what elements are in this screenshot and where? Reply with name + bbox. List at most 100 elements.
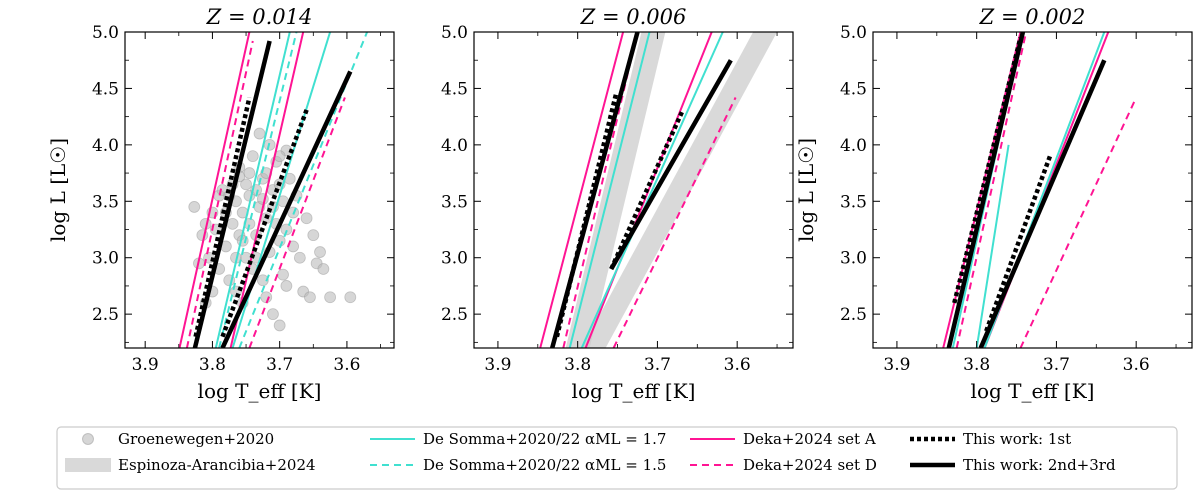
x-tick-label: 3.9: [484, 355, 511, 375]
x-tick-label: 3.7: [644, 355, 671, 375]
series-line: [193, 97, 252, 338]
legend-entry: Groenewegen+2020: [82, 430, 274, 448]
series-line: [568, 32, 651, 348]
series-line: [975, 144, 1010, 348]
series-line: [218, 32, 298, 348]
series-line: [539, 32, 625, 348]
series-line: [580, 32, 724, 348]
panel-title: Z = 0.002: [979, 5, 1086, 29]
x-tick-label: 3.8: [963, 355, 990, 375]
y-tick-label: 3.5: [441, 192, 468, 212]
legend-label: Deka+2024 set A: [743, 430, 876, 448]
y-axis-label: log L [L☉]: [794, 138, 818, 242]
x-tick-label: 3.9: [883, 355, 910, 375]
series-line: [612, 97, 737, 348]
series-line: [192, 40, 272, 348]
y-tick-label: 4.5: [840, 79, 867, 99]
scatter-point: [280, 223, 293, 236]
legend-label: Groenewegen+2020: [118, 430, 274, 448]
scatter-point: [317, 263, 330, 275]
series-line: [229, 32, 305, 348]
series-line: [185, 40, 254, 348]
axes-frame: [124, 31, 395, 349]
y-tick-label: 2.5: [840, 305, 867, 325]
panel-1: 3.9 3.8 3.7 3.6 2.5 3.0 3.5 4.0 4.5 5.0 Z = 0.014 l…: [46, 5, 395, 403]
panels: 3.9 3.8 3.7 3.6 2.5 3.0 3.5 4.0 4.5 5.0 Z = 0.014 l…: [46, 5, 1193, 403]
series-line: [214, 32, 291, 348]
legend-swatch: [82, 433, 94, 445]
scatter-point: [188, 201, 201, 213]
scatter-point: [307, 229, 320, 242]
series-line: [984, 155, 1053, 332]
x-tick-label: 3.6: [1123, 355, 1150, 375]
y-tick-label: 2.5: [92, 305, 119, 325]
y-tick-label: 4.0: [840, 136, 867, 156]
panel-title: Z = 0.014: [206, 5, 313, 29]
series-line: [946, 32, 1026, 348]
y-axis-label: log L [L☉]: [46, 138, 70, 242]
y-tick-label: 3.0: [441, 249, 468, 269]
scatter-point: [300, 212, 313, 225]
x-axis-label: log T_eff [K]: [198, 379, 322, 403]
legend: Groenewegen+2020 Espinoza-Arancibia+2024 D…: [56, 426, 1178, 490]
scatter-point: [243, 167, 256, 179]
legend-entry: Espinoza-Arancibia+2024: [65, 456, 316, 474]
legend-label: This work: 1st: [963, 430, 1071, 448]
x-tick-label: 3.8: [199, 355, 226, 375]
legend-entry: This work: 1st: [910, 430, 1071, 448]
plot-area: [539, 32, 778, 348]
scatter-point: [314, 246, 326, 258]
y-tick-label: 3.5: [92, 192, 119, 212]
scatter-point: [277, 268, 289, 281]
scatter-point: [246, 150, 259, 163]
scatter-point: [240, 178, 252, 191]
y-tick-label: 4.0: [441, 136, 468, 156]
scatter-point: [256, 274, 269, 287]
y-tick-label: 5.0: [441, 23, 468, 43]
scatter-point: [273, 319, 286, 332]
series-line: [220, 109, 309, 338]
panel-2: 3.9 3.8 3.7 3.6 2.5 3.0 3.5 4.0 4.5 5.0 Z = 0.006 l…: [441, 5, 794, 403]
scatter-point: [344, 291, 357, 304]
panel-3: 3.9 3.8 3.7 3.6 2.5 3.0 3.5 4.0 4.5 5.0 Z = 0.002 l…: [794, 5, 1193, 403]
series-line: [1019, 97, 1138, 348]
scatter-point: [324, 291, 337, 304]
scatter-point: [293, 251, 306, 264]
legend-entry: De Somma+2020/22 αML = 1.5: [370, 456, 666, 474]
series-line: [609, 108, 685, 270]
x-axis-label: log T_eff [K]: [572, 379, 696, 403]
y-tick-label: 4.5: [441, 79, 468, 99]
legend-swatch: [65, 458, 111, 472]
y-tick-label: 4.5: [92, 79, 119, 99]
x-tick-label: 3.7: [1043, 355, 1070, 375]
series-line: [609, 59, 733, 271]
y-tick-label: 3.0: [840, 249, 867, 269]
x-tick-label: 3.7: [266, 355, 293, 375]
y-tick-label: 5.0: [92, 23, 119, 43]
scatter-point: [267, 308, 279, 321]
axes-frame: [473, 31, 794, 349]
y-tick-label: 2.5: [441, 305, 468, 325]
legend-label: De Somma+2020/22 αML = 1.5: [423, 456, 666, 474]
legend-label: Deka+2024 set D: [743, 456, 877, 474]
scatter-point: [304, 291, 316, 304]
series-line: [978, 59, 1107, 348]
x-tick-label: 3.6: [724, 355, 751, 375]
series-line: [955, 32, 1028, 348]
legend-label: De Somma+2020/22 αML = 1.7: [423, 430, 666, 448]
legend-label: This work: 2nd+3rd: [963, 456, 1116, 474]
legend-entry: Deka+2024 set D: [690, 456, 877, 474]
x-tick-label: 3.8: [564, 355, 591, 375]
y-tick-label: 3.0: [92, 249, 119, 269]
band-mark: [581, 32, 778, 348]
panel-title: Z = 0.006: [580, 5, 687, 29]
series-line: [248, 97, 346, 348]
legend-box: [56, 426, 1178, 490]
plot-area: [942, 32, 1138, 348]
legend-entry: De Somma+2020/22 αML = 1.7: [370, 430, 666, 448]
legend-entry: Deka+2024 set A: [690, 430, 876, 448]
x-tick-label: 3.9: [132, 355, 159, 375]
y-tick-label: 5.0: [840, 23, 867, 43]
legend-label: Espinoza-Arancibia+2024: [118, 456, 316, 474]
